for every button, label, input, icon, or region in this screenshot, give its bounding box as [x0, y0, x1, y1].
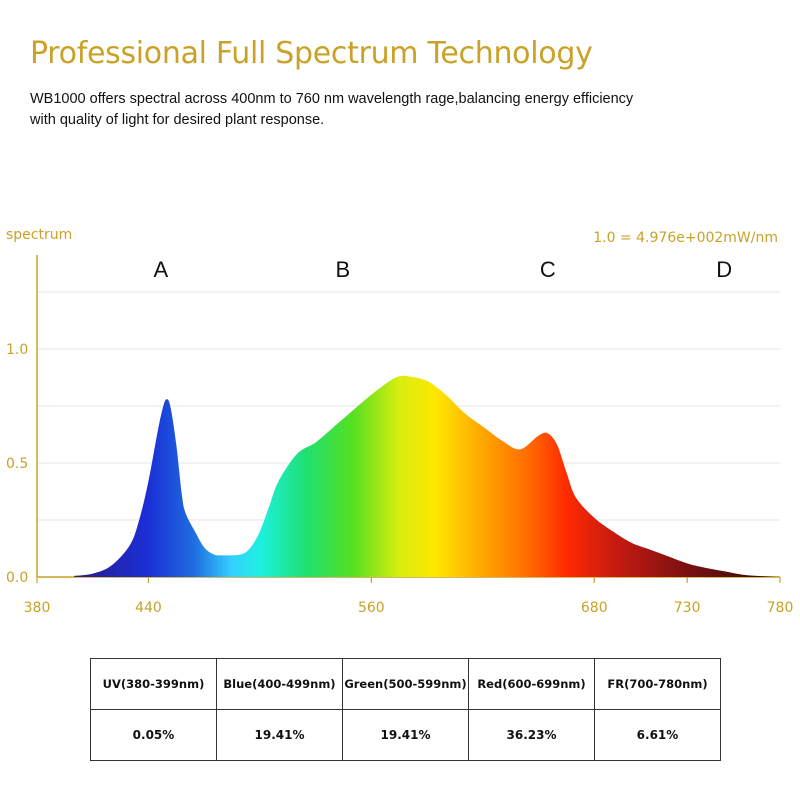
table-row: 0.05% 19.41% 19.41% 36.23% 6.61% [90, 709, 721, 761]
page-title: Professional Full Spectrum Technology [30, 36, 593, 71]
description: WB1000 offers spectral across 400nm to 7… [30, 89, 730, 131]
table-header-uv: UV(380-399nm) [90, 658, 217, 710]
spectrum-area [74, 375, 780, 577]
x-tick-label-730: 730 [674, 600, 701, 616]
x-tick-label-560: 560 [358, 600, 385, 616]
region-label-a: A [153, 257, 168, 282]
y-tick-label-0-0: 0.0 [6, 570, 28, 586]
spectrum-chart: 380 440 560 680 730 780 0.0 0.5 1.0 spectrum 1.0 =… [6, 227, 794, 616]
y-axis-label: spectrum [6, 227, 72, 243]
table-cell-fr: 6.61% [594, 709, 721, 761]
region-label-c: C [540, 257, 556, 282]
scale-note: 1.0 = 4.976e+002mW/nm [593, 230, 778, 246]
table-header-red: Red(600-699nm) [468, 658, 595, 710]
table-cell-red: 36.23% [468, 709, 595, 761]
table-header-fr: FR(700-780nm) [594, 658, 721, 710]
spectrum-percentage-table: UV(380-399nm) Blue(400-499nm) Green(500-… [90, 658, 721, 761]
table-cell-uv: 0.05% [90, 709, 217, 761]
x-tick-label-380: 380 [24, 600, 51, 616]
table-header-green: Green(500-599nm) [342, 658, 469, 710]
table-header-blue: Blue(400-499nm) [216, 658, 343, 710]
region-label-b: B [335, 257, 350, 282]
table-header-row: UV(380-399nm) Blue(400-499nm) Green(500-… [90, 658, 721, 710]
table-cell-blue: 19.41% [216, 709, 343, 761]
x-tick-label-780: 780 [767, 600, 794, 616]
x-tick-label-680: 680 [581, 600, 608, 616]
table-cell-green: 19.41% [342, 709, 469, 761]
x-tick-label-440: 440 [135, 600, 162, 616]
description-line-2: with quality of light for desired plant … [30, 112, 325, 128]
region-label-d: D [716, 257, 732, 282]
description-line-1: WB1000 offers spectral across 400nm to 7… [30, 91, 634, 107]
y-tick-label-0-5: 0.5 [6, 456, 28, 472]
y-tick-label-1-0: 1.0 [6, 342, 28, 358]
